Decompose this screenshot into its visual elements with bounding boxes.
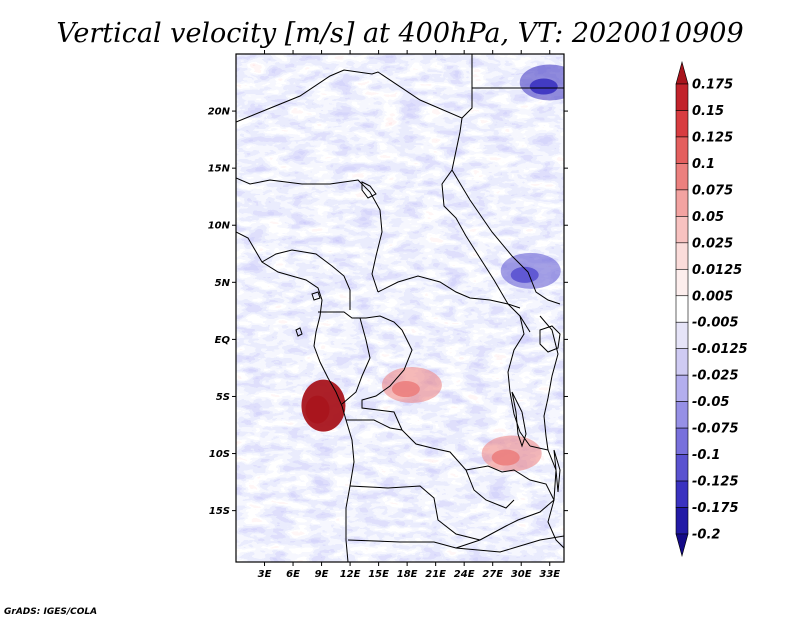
colorbar-label: -0.0125 — [692, 342, 748, 357]
y-tick-label: 10N — [208, 221, 231, 232]
y-tick-label: 15N — [208, 164, 231, 175]
x-tick-label: 15E — [368, 569, 389, 580]
y-tick-label: 5S — [216, 392, 230, 403]
colorbar-label: -0.005 — [692, 316, 739, 331]
border-sahel — [236, 177, 383, 293]
border-cameroon-gabon — [318, 311, 403, 331]
colorbar-segment — [675, 136, 689, 164]
x-tick-label: 9E — [315, 569, 329, 580]
velocity-region-core — [510, 266, 539, 283]
velocity-regions — [301, 64, 564, 472]
border-congo — [341, 317, 371, 405]
colorbar-segment — [675, 427, 689, 455]
lake-victoria — [539, 325, 561, 353]
x-tick-label: 18E — [397, 569, 418, 580]
velocity-region-core — [391, 381, 420, 398]
colorbar-segment — [675, 268, 689, 297]
velocity-texture — [236, 54, 564, 562]
colorbar-segment — [675, 480, 689, 508]
velocity-region-core — [305, 395, 330, 424]
velocity-region-core — [491, 449, 520, 466]
colorbar-segment — [675, 374, 689, 402]
chart-title: Vertical velocity [m/s] at 400hPa, VT: 2… — [56, 18, 743, 49]
colorbar-label: 0.0125 — [692, 263, 742, 278]
border-nigeria-cameroon — [261, 249, 351, 310]
y-tick-label: 20N — [208, 107, 231, 118]
map-frame — [235, 53, 565, 563]
colorbar-label: -0.1 — [692, 448, 720, 463]
x-tick-label: 30E — [511, 569, 532, 580]
border-drc-east — [507, 315, 531, 447]
x-tick-label: 21E — [425, 569, 446, 580]
colorbar-segment — [675, 348, 689, 376]
border-sudan — [451, 169, 561, 305]
y-tick-label: EQ — [215, 335, 231, 346]
lake-chad — [361, 181, 377, 199]
colorbar-segment — [675, 189, 689, 217]
lake-tanganyika — [511, 391, 527, 448]
lake-malawi — [553, 449, 561, 493]
colorbar-segment — [675, 216, 689, 244]
border-angola — [346, 419, 481, 541]
colorbar-label: 0.005 — [692, 289, 733, 304]
x-tick-label: 12E — [340, 569, 361, 580]
colorbar-lower-arrow — [675, 533, 689, 558]
colorbar-label: -0.125 — [692, 475, 739, 490]
map-panel — [236, 54, 564, 562]
colorbar-label: -0.175 — [692, 501, 739, 516]
colorbar-label: 0.075 — [692, 183, 733, 198]
colorbar-label: -0.05 — [692, 395, 729, 410]
coastline — [236, 231, 355, 562]
colorbar-label: -0.025 — [692, 369, 739, 384]
colorbar-segment — [675, 321, 689, 350]
colorbar-label: -0.2 — [692, 528, 720, 543]
bioko-island — [311, 291, 321, 301]
colorbar-segment — [675, 242, 689, 270]
x-tick-label: 3E — [258, 569, 272, 580]
border-libya-egypt — [461, 54, 473, 119]
sao-tome-island — [295, 327, 303, 337]
y-tick-label: 10S — [209, 449, 230, 460]
colorbar-upper-arrow — [675, 60, 689, 85]
colorbar-label: 0.1 — [692, 157, 715, 172]
x-tick-label: 24E — [454, 569, 475, 580]
y-tick-label: 5N — [215, 278, 231, 289]
colorbar-segment — [675, 295, 689, 323]
colorbar-label: 0.025 — [692, 236, 733, 251]
colorbar-segment — [675, 507, 689, 535]
border-south-sudan — [465, 235, 531, 333]
y-axis: 20N 15N 10N 5N EQ 5S 10S 15S — [208, 107, 568, 517]
colorbar-label: -0.075 — [692, 422, 739, 437]
colorbar-label: 0.05 — [692, 210, 724, 225]
x-tick-label: 27E — [482, 569, 503, 580]
velocity-region-core — [529, 78, 558, 95]
border-namibia — [347, 535, 564, 553]
border-north-africa — [236, 69, 467, 237]
border-zambia — [455, 465, 555, 549]
x-axis: 3E 6E 9E 12E 15E 18E 21E 24E 27E 30E 33E — [258, 50, 560, 580]
x-tick-label: 6E — [286, 569, 300, 580]
colorbar-label: 0.175 — [692, 78, 733, 93]
x-tick-label: 33E — [539, 569, 560, 580]
colorbar-segment — [675, 401, 689, 429]
y-tick-label: 15S — [209, 506, 230, 517]
colorbar-label: 0.125 — [692, 130, 733, 145]
colorbar-segment — [675, 163, 689, 191]
colorbar-segment — [675, 454, 689, 482]
border-great-lakes — [539, 315, 559, 451]
credit-label: GrADS: IGES/COLA — [4, 607, 97, 617]
colorbar-segment — [675, 110, 689, 138]
country-borders — [236, 54, 564, 562]
colorbar-segment — [675, 83, 689, 111]
colorbar-label: 0.15 — [692, 104, 724, 119]
border-chad-car — [377, 275, 521, 309]
colorbar: 0.175 0.15 0.125 0.1 0.075 0.05 0.025 0.0125 0.0… — [675, 60, 748, 558]
